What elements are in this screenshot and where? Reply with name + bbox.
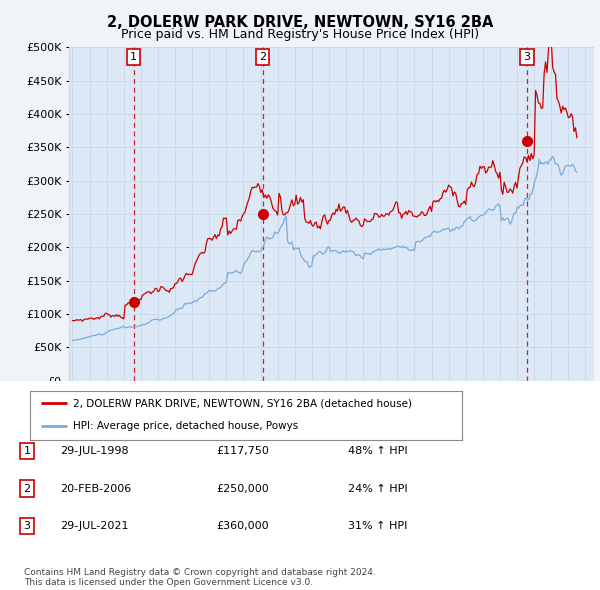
Text: This data is licensed under the Open Government Licence v3.0.: This data is licensed under the Open Gov…: [24, 578, 313, 587]
Text: 20-FEB-2006: 20-FEB-2006: [60, 484, 131, 493]
Text: Contains HM Land Registry data © Crown copyright and database right 2024.: Contains HM Land Registry data © Crown c…: [24, 568, 376, 577]
Text: £117,750: £117,750: [216, 447, 269, 456]
Text: 2, DOLERW PARK DRIVE, NEWTOWN, SY16 2BA (detached house): 2, DOLERW PARK DRIVE, NEWTOWN, SY16 2BA …: [73, 398, 412, 408]
Text: 31% ↑ HPI: 31% ↑ HPI: [348, 521, 407, 530]
Text: HPI: Average price, detached house, Powys: HPI: Average price, detached house, Powy…: [73, 421, 298, 431]
Text: 2: 2: [23, 484, 31, 493]
Text: Price paid vs. HM Land Registry's House Price Index (HPI): Price paid vs. HM Land Registry's House …: [121, 28, 479, 41]
Text: 24% ↑ HPI: 24% ↑ HPI: [348, 484, 407, 493]
Text: £360,000: £360,000: [216, 521, 269, 530]
Text: 2: 2: [259, 52, 266, 62]
Text: 48% ↑ HPI: 48% ↑ HPI: [348, 447, 407, 456]
Text: 1: 1: [23, 447, 31, 456]
Text: 2, DOLERW PARK DRIVE, NEWTOWN, SY16 2BA: 2, DOLERW PARK DRIVE, NEWTOWN, SY16 2BA: [107, 15, 493, 30]
Text: 1: 1: [130, 52, 137, 62]
Text: 29-JUL-2021: 29-JUL-2021: [60, 521, 128, 530]
Text: 3: 3: [23, 521, 31, 530]
Text: 3: 3: [523, 52, 530, 62]
Text: £250,000: £250,000: [216, 484, 269, 493]
Text: 29-JUL-1998: 29-JUL-1998: [60, 447, 128, 456]
